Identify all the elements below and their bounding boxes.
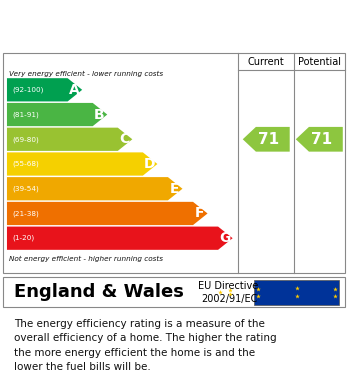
Polygon shape [296, 127, 343, 152]
Text: The energy efficiency rating is a measure of the
overall efficiency of a home. T: The energy efficiency rating is a measur… [14, 319, 277, 372]
Text: EU Directive
2002/91/EC: EU Directive 2002/91/EC [198, 281, 258, 304]
Polygon shape [7, 127, 132, 151]
Text: (55-68): (55-68) [12, 161, 39, 167]
Text: G: G [219, 231, 230, 245]
Text: (1-20): (1-20) [12, 235, 34, 242]
Text: B: B [94, 108, 104, 122]
Polygon shape [7, 78, 82, 101]
Text: C: C [119, 132, 129, 146]
Text: (92-100): (92-100) [12, 86, 44, 93]
Polygon shape [243, 127, 290, 152]
Text: (39-54): (39-54) [12, 185, 39, 192]
Text: Current: Current [248, 57, 285, 66]
Polygon shape [7, 226, 232, 250]
Text: Very energy efficient - lower running costs: Very energy efficient - lower running co… [9, 72, 163, 77]
Text: (21-38): (21-38) [12, 210, 39, 217]
Text: E: E [170, 182, 179, 196]
Text: England & Wales: England & Wales [14, 283, 184, 301]
Polygon shape [7, 177, 182, 200]
Text: 71: 71 [311, 132, 332, 147]
Polygon shape [7, 152, 157, 176]
Text: Potential: Potential [298, 57, 341, 66]
Text: 71: 71 [258, 132, 279, 147]
Polygon shape [7, 202, 207, 225]
Text: Energy Efficiency Rating: Energy Efficiency Rating [10, 18, 239, 36]
Text: (81-91): (81-91) [12, 111, 39, 118]
Text: (69-80): (69-80) [12, 136, 39, 143]
Bar [254, 280, 339, 305]
Text: D: D [144, 157, 155, 171]
Polygon shape [7, 103, 107, 126]
Text: Not energy efficient - higher running costs: Not energy efficient - higher running co… [9, 256, 163, 262]
Text: F: F [195, 206, 204, 221]
Text: A: A [69, 83, 80, 97]
